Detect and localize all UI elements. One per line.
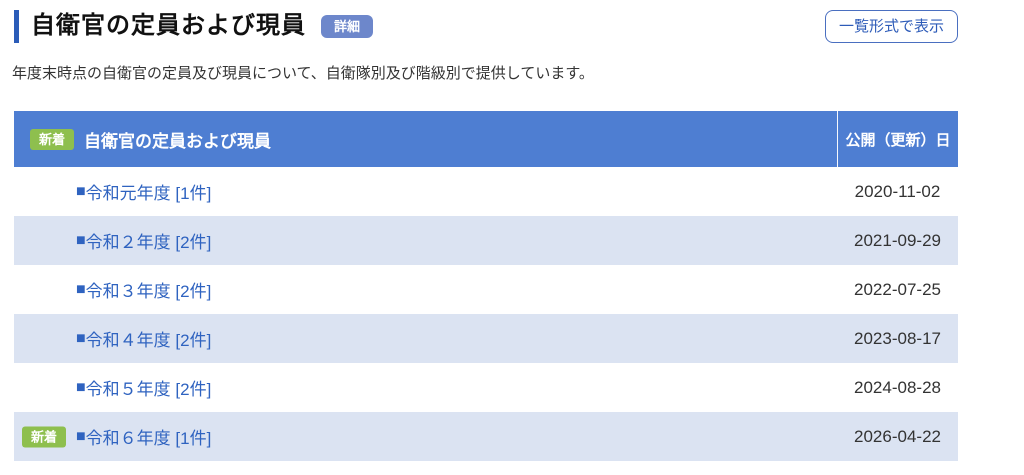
list-view-button[interactable]: 一覧形式で表示 xyxy=(824,10,958,43)
year-link[interactable]: ■ 令和５年度 [2件] xyxy=(76,375,211,400)
publish-date: 2022-07-25 xyxy=(854,279,941,299)
table-header-title: 自衛官の定員および現員 xyxy=(84,131,272,151)
table-row: ■ 令和４年度 [2件] 2023-08-17 xyxy=(14,314,958,363)
publish-date: 2021-09-29 xyxy=(854,230,941,250)
year-link-label: 令和６年度 [1件] xyxy=(85,429,212,448)
table-row: ■ 令和５年度 [2件] 2024-08-28 xyxy=(14,363,958,412)
year-link-label: 令和元年度 [1件] xyxy=(85,184,212,203)
year-link[interactable]: ■ 令和元年度 [1件] xyxy=(76,179,211,204)
table-body: ■ 令和元年度 [1件] 2020-11-02 ■ 令和２年度 [2件] 2021-… xyxy=(14,167,958,461)
table-header-row: 新着 自衛官の定員および現員 公開（更新）日 xyxy=(14,111,958,167)
new-badge: 新着 xyxy=(30,128,75,150)
year-link[interactable]: ■ 令和２年度 [2件] xyxy=(76,228,211,253)
year-link-label: 令和４年度 [2件] xyxy=(85,331,212,350)
year-cell: ■ 令和元年度 [1件] xyxy=(14,179,837,204)
table-row: ■ 令和２年度 [2件] 2021-09-29 xyxy=(14,216,958,265)
year-link-label: 令和２年度 [2件] xyxy=(85,233,212,252)
data-table: 新着 自衛官の定員および現員 公開（更新）日 ■ 令和元年度 [1件] 2020-… xyxy=(14,111,958,461)
square-bullet-icon: ■ xyxy=(76,378,86,396)
publish-date: 2026-04-22 xyxy=(854,426,941,446)
square-bullet-icon: ■ xyxy=(76,182,86,200)
table-row: ■ 令和元年度 [1件] 2020-11-02 xyxy=(14,167,958,216)
year-link-label: 令和５年度 [2件] xyxy=(85,380,212,399)
publish-date: 2023-08-17 xyxy=(854,328,941,348)
year-cell: ■ 令和５年度 [2件] xyxy=(14,375,837,400)
publish-date: 2024-08-28 xyxy=(854,377,941,397)
square-bullet-icon: ■ xyxy=(76,280,86,298)
square-bullet-icon: ■ xyxy=(76,231,86,249)
year-link-label: 令和３年度 [2件] xyxy=(85,282,212,301)
publish-date: 2020-11-02 xyxy=(854,181,941,201)
year-cell: 新着 ■ 令和６年度 [1件] xyxy=(14,424,837,449)
page-header: 自衛官の定員および現員 詳細 一覧形式で表示 xyxy=(14,10,958,43)
year-cell: ■ 令和３年度 [2件] xyxy=(14,277,837,302)
square-bullet-icon: ■ xyxy=(76,329,86,347)
table-header-title-cell: 新着 自衛官の定員および現員 xyxy=(14,111,837,167)
year-link[interactable]: ■ 令和３年度 [2件] xyxy=(76,277,211,302)
table-header-date-cell: 公開（更新）日 xyxy=(837,111,958,167)
table-row: ■ 令和３年度 [2件] 2022-07-25 xyxy=(14,265,958,314)
detail-badge[interactable]: 詳細 xyxy=(321,15,374,38)
year-link[interactable]: ■ 令和６年度 [1件] xyxy=(76,424,211,449)
year-cell: ■ 令和２年度 [2件] xyxy=(14,228,837,253)
page-title: 自衛官の定員および現員 xyxy=(31,12,306,40)
page-description: 年度末時点の自衛官の定員及び現員について、自衛隊別及び階級別で提供しています。 xyxy=(12,65,594,82)
square-bullet-icon: ■ xyxy=(76,427,86,445)
table-row: 新着 ■ 令和６年度 [1件] 2026-04-22 xyxy=(14,412,958,461)
year-cell: ■ 令和４年度 [2件] xyxy=(14,326,837,351)
title-accent-bar xyxy=(14,10,19,43)
year-link[interactable]: ■ 令和４年度 [2件] xyxy=(76,326,211,351)
new-badge: 新着 xyxy=(22,426,67,447)
